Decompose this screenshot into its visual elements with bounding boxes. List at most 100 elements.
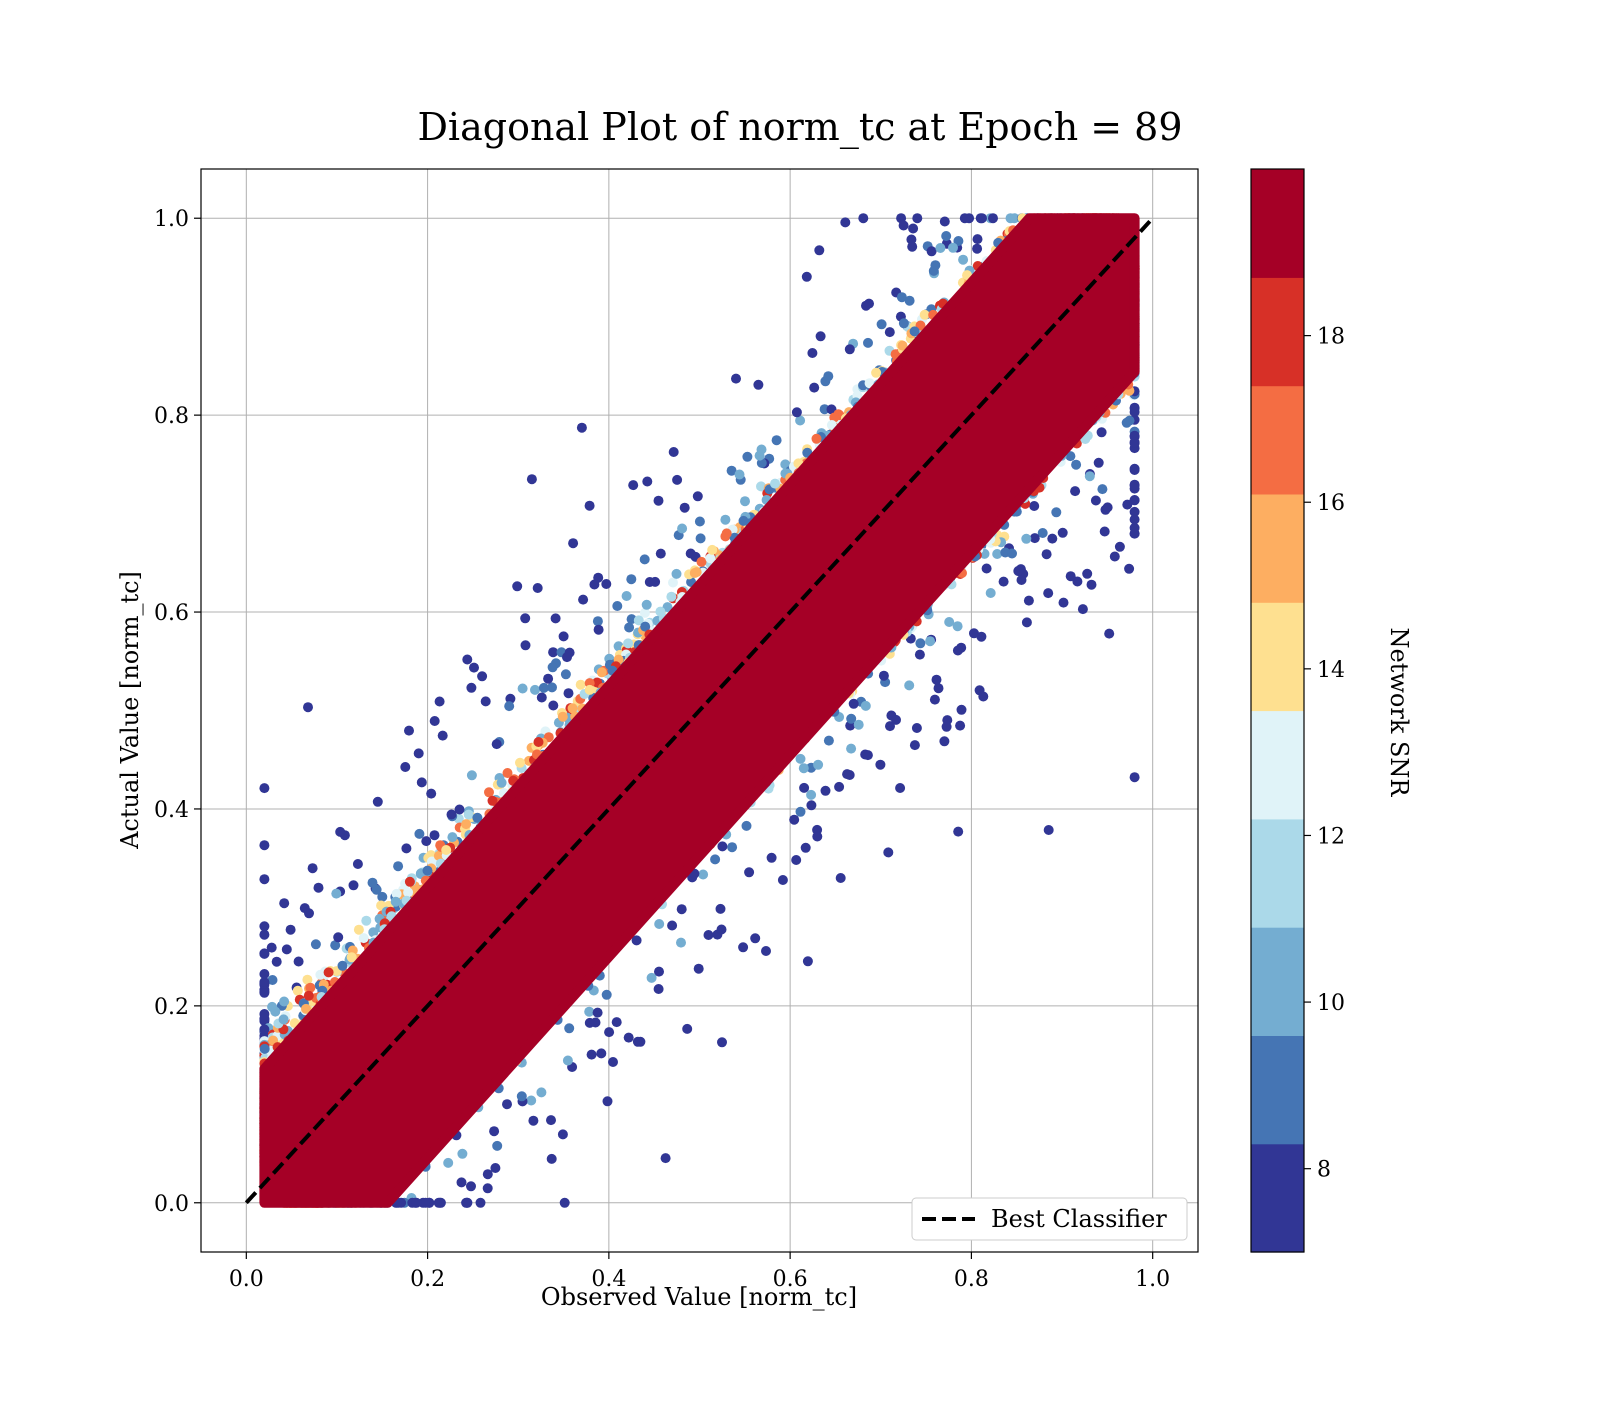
scatter-point xyxy=(604,1027,614,1037)
scatter-point xyxy=(1122,418,1132,428)
scatter-point xyxy=(1044,825,1054,835)
scatter-point xyxy=(854,720,864,730)
scatter-point xyxy=(300,903,310,913)
scatter-point xyxy=(1029,501,1039,511)
scatter-point xyxy=(497,778,507,788)
scatter-point xyxy=(518,684,528,694)
scatter-point xyxy=(667,921,677,931)
scatter-point xyxy=(333,932,343,942)
scatter-point xyxy=(846,744,856,754)
scatter-point xyxy=(1017,575,1027,585)
scatter-point xyxy=(883,847,893,857)
scatter-point xyxy=(1007,549,1017,559)
scatter-point xyxy=(585,685,595,695)
scatter-point xyxy=(1094,458,1104,468)
scatter-point xyxy=(396,1198,406,1208)
scatter-point xyxy=(654,919,664,929)
scatter-point xyxy=(753,380,763,390)
scatter-point xyxy=(349,880,359,890)
scatter-point xyxy=(656,549,666,559)
scatter-point xyxy=(821,786,831,796)
scatter-point xyxy=(623,638,633,648)
scatter-point xyxy=(707,545,717,555)
scatter-point xyxy=(978,692,988,702)
scatter-point xyxy=(1051,507,1061,517)
scatter-point xyxy=(809,383,819,393)
scatter-point xyxy=(270,1007,280,1017)
scatter-point xyxy=(932,675,942,685)
scatter-point xyxy=(871,368,881,378)
scatter-point xyxy=(739,516,749,526)
scatter-point xyxy=(803,956,813,966)
scatter-point xyxy=(836,873,846,883)
scatter-point xyxy=(654,496,664,506)
scatter-point xyxy=(561,669,571,679)
scatter-point xyxy=(672,569,682,579)
scatter-point xyxy=(935,243,945,253)
scatter-point xyxy=(693,491,703,501)
scatter-point xyxy=(563,1056,573,1066)
scatter-point xyxy=(860,750,870,760)
scatter-point xyxy=(812,832,822,842)
scatter-point xyxy=(259,1014,269,1024)
scatter-point xyxy=(259,840,269,850)
scatter-point xyxy=(467,770,477,780)
scatter-point xyxy=(650,577,660,587)
scatter-point xyxy=(720,515,730,525)
scatter-point xyxy=(895,783,905,793)
scatter-point xyxy=(601,579,611,589)
scatter-point xyxy=(930,695,940,705)
scatter-point xyxy=(593,616,603,626)
scatter-point xyxy=(259,930,269,940)
scatter-point xyxy=(414,829,424,839)
scatter-point xyxy=(520,613,530,623)
scatter-point xyxy=(1013,566,1023,576)
scatter-point xyxy=(624,1033,634,1043)
scatter-point xyxy=(1097,484,1107,494)
scatter-point xyxy=(717,841,727,851)
scatter-point xyxy=(899,221,909,231)
scatter-point xyxy=(259,1024,269,1034)
scatter-point xyxy=(622,591,632,601)
scatter-point xyxy=(559,631,569,641)
scatter-point xyxy=(338,961,348,971)
scatter-point xyxy=(568,703,578,713)
scatter-point xyxy=(915,650,925,660)
scatter-point xyxy=(750,933,760,943)
scatter-point xyxy=(1130,495,1140,505)
scatter-point xyxy=(986,588,996,598)
scatter-point xyxy=(455,805,465,815)
scatter-point xyxy=(373,797,383,807)
scatter-point xyxy=(558,1129,568,1139)
scatter-point xyxy=(434,1198,444,1208)
scatter-point xyxy=(512,581,522,591)
scatter-point xyxy=(849,699,859,709)
scatter-point xyxy=(812,434,822,444)
scatter-point xyxy=(676,938,686,948)
scatter-point xyxy=(955,721,965,731)
scatter-point xyxy=(521,640,531,650)
scatter-point xyxy=(1066,571,1076,581)
scatter-point xyxy=(404,726,414,736)
scatter-point xyxy=(845,344,855,354)
scatter-point xyxy=(792,407,802,417)
scatter-point xyxy=(539,683,549,693)
scatter-point xyxy=(813,760,823,770)
scatter-point xyxy=(834,782,844,792)
scatter-point xyxy=(642,477,652,487)
scatter-point xyxy=(259,988,269,998)
scatter-point xyxy=(405,877,415,887)
scatter-point xyxy=(546,1115,556,1125)
scatter-point xyxy=(1110,552,1120,562)
scatter-point xyxy=(272,957,282,967)
scatter-point xyxy=(908,224,918,234)
scatter-point xyxy=(443,1158,453,1168)
scatter-point xyxy=(654,984,664,994)
scatter-point xyxy=(304,991,314,1001)
scatter-point xyxy=(877,319,887,329)
scatter-point xyxy=(537,693,547,703)
scatter-point xyxy=(259,783,269,793)
scatter-point xyxy=(548,701,558,711)
scatter-point xyxy=(578,595,588,605)
